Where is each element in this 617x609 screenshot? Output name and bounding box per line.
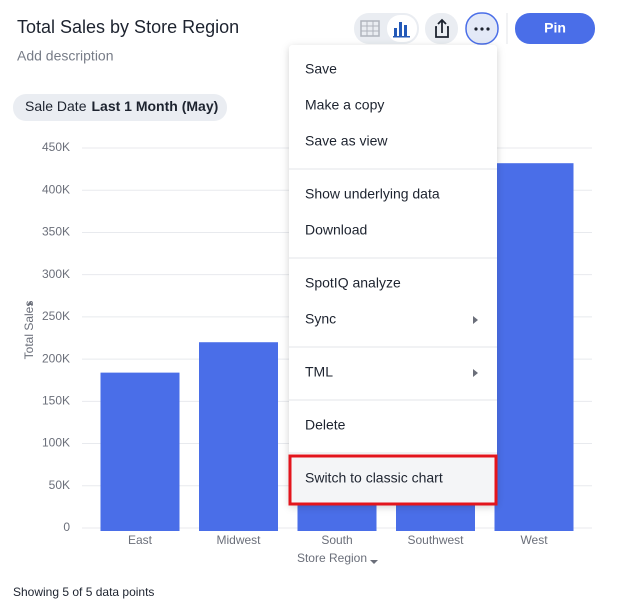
- menu-item[interactable]: Make a copy: [305, 97, 384, 113]
- x-tick-label: South: [321, 533, 352, 547]
- menu-item[interactable]: TML: [305, 364, 333, 380]
- filter-value: Last 1 Month (May): [91, 98, 218, 114]
- menu-panel: [289, 45, 497, 505]
- x-tick-label: Southwest: [407, 533, 464, 547]
- description[interactable]: Add description: [17, 48, 114, 64]
- menu-item[interactable]: SpotIQ analyze: [305, 275, 401, 291]
- submenu-arrow: [473, 316, 478, 324]
- y-tick-label: 400K: [42, 182, 70, 196]
- filter-chip[interactable]: [13, 94, 227, 121]
- bar: [199, 342, 278, 531]
- more-icon: [474, 27, 490, 31]
- toolbar: Pin: [354, 12, 595, 45]
- context-menu: Save Make a copy Save as view Show underlyi…: [288, 45, 498, 506]
- title: Total Sales by Store Region: [17, 17, 239, 37]
- submenu-arrow: [473, 369, 478, 377]
- menu-item[interactable]: Download: [305, 222, 367, 238]
- menu-item[interactable]: Show underlying data: [305, 186, 440, 202]
- y-tick-label: 150K: [42, 394, 70, 408]
- filter-label: Sale Date: [25, 98, 87, 114]
- sort-caret: [370, 560, 378, 564]
- pin-button[interactable]: [515, 13, 595, 44]
- chart-icon: [393, 22, 410, 38]
- menu-item[interactable]: Save: [305, 61, 337, 77]
- x-tick-label: West: [520, 533, 548, 547]
- y-tick-label: 450K: [42, 140, 70, 154]
- x-tick-label: East: [128, 533, 153, 547]
- x-axis-label: Store Region: [297, 551, 367, 565]
- bar: [100, 372, 180, 531]
- x-tick-label: Midwest: [216, 533, 261, 547]
- y-tick-label: 50K: [49, 478, 70, 492]
- menu-item[interactable]: Sync: [305, 311, 336, 327]
- table-icon[interactable]: [360, 20, 380, 37]
- share-icon: [435, 18, 449, 38]
- submenu-arrows: [473, 316, 478, 377]
- menu-item[interactable]: Delete: [305, 417, 346, 433]
- menu-item-highlight: [288, 454, 498, 506]
- y-tick-label: 350K: [42, 225, 70, 239]
- y-tick-label: 0: [63, 520, 70, 534]
- menu-item[interactable]: Save as view: [305, 133, 388, 149]
- y-tick-label: 250K: [42, 309, 70, 323]
- bar: [494, 163, 574, 531]
- y-tick-label: 200K: [42, 351, 70, 365]
- pin-label: Pin: [544, 20, 566, 36]
- sort-caret: [27, 301, 33, 305]
- menu-item[interactable]: Switch to classic chart: [305, 470, 443, 486]
- footer: Showing 5 of 5 data points: [13, 585, 154, 599]
- y-axis-label: Total Sales: [22, 301, 36, 360]
- y-tick-label: 100K: [42, 436, 70, 450]
- filter-text: Sale Date Last 1 Month (May): [25, 98, 218, 114]
- y-tick-label: 300K: [42, 267, 70, 281]
